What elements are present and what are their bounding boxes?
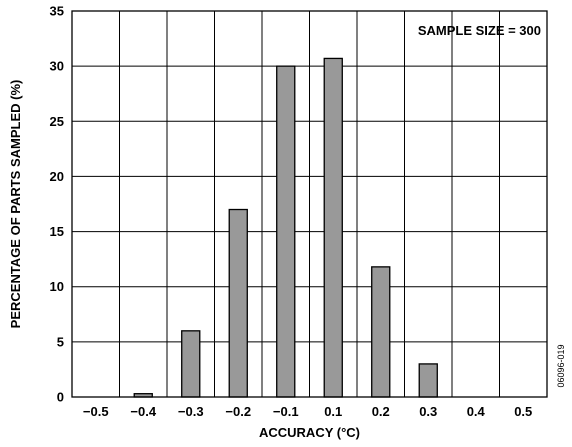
- bar: [323, 57, 343, 398]
- y-tick-labels: 0 5 10 15 20 25 30 35: [50, 4, 64, 405]
- y-tick-label: 5: [57, 334, 64, 349]
- x-tick-label: 0.5: [514, 404, 532, 419]
- plot-frame: [71, 10, 548, 398]
- bar: [181, 330, 201, 398]
- x-tick-label: 0.3: [419, 404, 437, 419]
- y-tick-label: 15: [50, 224, 64, 239]
- x-axis-label: ACCURACY (°C): [259, 425, 360, 440]
- x-tick-label: 0.4: [467, 404, 486, 419]
- y-tick-label: 10: [50, 279, 64, 294]
- x-tick-labels: −0.5 −0.4 −0.3 −0.2 −0.1 0.1 0.2 0.3 0.4 0.5: [83, 404, 532, 419]
- x-tick-label: −0.5: [83, 404, 109, 419]
- x-tick-label: 0.2: [372, 404, 390, 419]
- y-tick-label: 35: [50, 4, 64, 19]
- y-tick-label: 25: [50, 114, 64, 129]
- bar: [228, 208, 248, 398]
- sample-size-annotation: SAMPLE SIZE = 300: [418, 23, 541, 38]
- y-axis-label: PERCENTAGE OF PARTS SAMPLED (%): [8, 80, 23, 329]
- y-tick-label: 0: [57, 390, 64, 405]
- grid: [72, 11, 547, 397]
- x-tick-label: −0.3: [178, 404, 204, 419]
- bar: [418, 363, 438, 398]
- x-tick-label: −0.4: [130, 404, 156, 419]
- y-tick-label: 30: [50, 59, 64, 74]
- bar: [371, 266, 391, 398]
- bars: [133, 57, 438, 398]
- bar: [276, 65, 296, 398]
- x-tick-label: −0.1: [273, 404, 299, 419]
- y-tick-label: 20: [50, 169, 64, 184]
- x-tick-label: 0.1: [324, 404, 342, 419]
- x-tick-label: −0.2: [225, 404, 251, 419]
- figure-id: 06096-019: [556, 344, 566, 387]
